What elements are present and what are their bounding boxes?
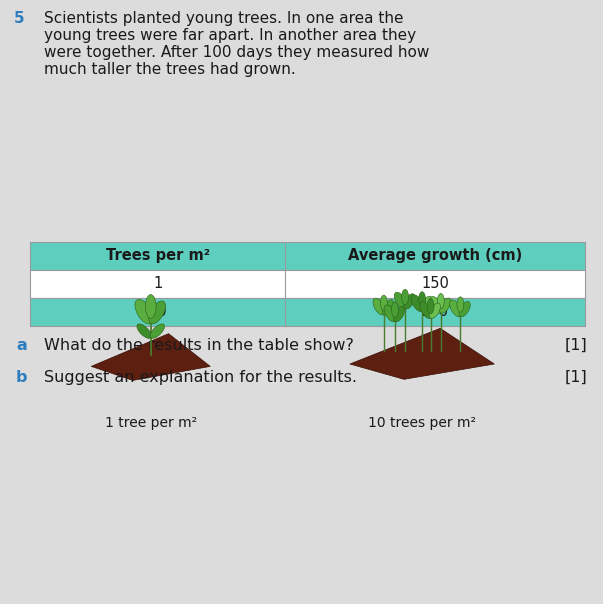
Text: Scientists planted young trees. In one area the: Scientists planted young trees. In one a…: [44, 11, 403, 26]
Ellipse shape: [430, 297, 443, 313]
Text: 10 trees per m²: 10 trees per m²: [368, 416, 476, 429]
Ellipse shape: [391, 302, 399, 317]
Ellipse shape: [404, 294, 415, 309]
Ellipse shape: [150, 324, 165, 338]
Text: 5: 5: [14, 11, 25, 26]
Text: 150: 150: [421, 276, 449, 291]
Text: young trees were far apart. In another area they: young trees were far apart. In another a…: [44, 28, 416, 43]
FancyBboxPatch shape: [30, 269, 585, 298]
FancyBboxPatch shape: [30, 298, 585, 326]
Text: 10: 10: [148, 304, 167, 319]
Text: 200: 200: [421, 304, 449, 319]
Text: b: b: [16, 370, 28, 385]
Ellipse shape: [440, 298, 450, 313]
Ellipse shape: [402, 289, 409, 304]
Text: a: a: [16, 338, 27, 353]
Ellipse shape: [145, 295, 156, 318]
Ellipse shape: [382, 300, 394, 315]
Ellipse shape: [437, 294, 444, 309]
Text: Suggest an explanation for the results.: Suggest an explanation for the results.: [44, 370, 357, 385]
Text: [1]: [1]: [564, 370, 587, 385]
Ellipse shape: [420, 301, 432, 318]
Ellipse shape: [373, 298, 385, 315]
Ellipse shape: [459, 301, 470, 316]
Text: [1]: [1]: [564, 338, 587, 353]
Ellipse shape: [457, 297, 464, 312]
Text: What do the results in the table show?: What do the results in the table show?: [44, 338, 354, 353]
Ellipse shape: [427, 298, 434, 314]
Polygon shape: [350, 329, 494, 379]
Text: were together. After 100 days they measured how: were together. After 100 days they measu…: [44, 45, 429, 60]
Text: much taller the trees had grown.: much taller the trees had grown.: [44, 62, 295, 77]
Ellipse shape: [394, 306, 405, 322]
Text: Average growth (cm): Average growth (cm): [348, 248, 522, 263]
Ellipse shape: [137, 324, 151, 338]
Text: Trees per m²: Trees per m²: [106, 248, 210, 263]
Text: 1 tree per m²: 1 tree per m²: [105, 416, 197, 429]
Ellipse shape: [418, 292, 426, 307]
Ellipse shape: [394, 292, 406, 309]
Ellipse shape: [380, 295, 387, 310]
Ellipse shape: [449, 300, 462, 316]
Text: 1: 1: [153, 276, 162, 291]
Ellipse shape: [135, 300, 153, 324]
Ellipse shape: [411, 295, 424, 312]
Ellipse shape: [429, 303, 440, 318]
Polygon shape: [91, 333, 210, 381]
FancyBboxPatch shape: [30, 242, 585, 269]
Ellipse shape: [149, 301, 166, 324]
Ellipse shape: [421, 297, 432, 312]
Ellipse shape: [384, 305, 396, 322]
